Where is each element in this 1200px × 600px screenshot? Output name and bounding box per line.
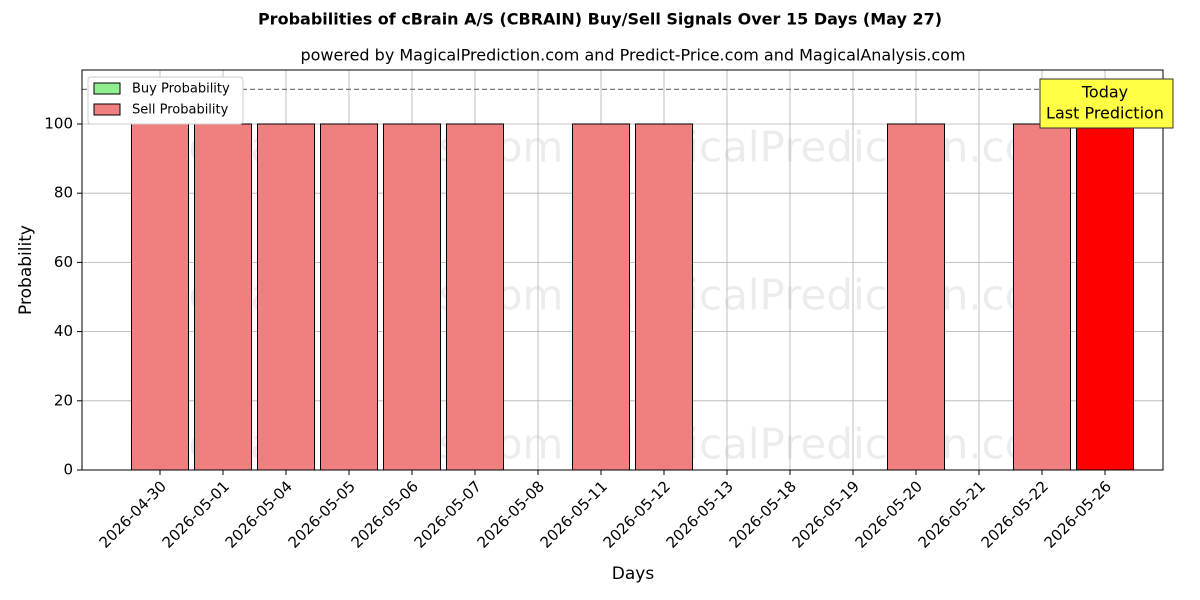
legend-label: Buy Probability — [132, 82, 230, 97]
y-tick-label: 40 — [54, 322, 73, 340]
chart-subtitle: powered by MagicalPrediction.com and Pre… — [300, 46, 965, 65]
y-tick-label: 80 — [54, 184, 73, 202]
x-axis-label: Days — [612, 564, 655, 584]
bar — [257, 123, 315, 471]
annotation: Today — [1081, 83, 1128, 102]
bar — [572, 123, 630, 471]
bar — [131, 123, 189, 471]
legend-label: Sell Probability — [132, 103, 229, 118]
legend-swatch — [93, 82, 121, 95]
y-tick-label: 0 — [63, 461, 73, 479]
bar — [1076, 123, 1134, 471]
bar — [635, 123, 693, 471]
bar — [194, 123, 252, 471]
y-axis-label: Probability — [16, 225, 36, 315]
annotation: Last Prediction — [1046, 104, 1164, 123]
bar — [1013, 123, 1071, 471]
bar — [383, 123, 441, 471]
bar — [320, 123, 378, 471]
bar — [446, 123, 504, 471]
x-tick-label: 2026-05-26 — [1041, 477, 1115, 551]
bar — [887, 123, 945, 471]
y-tick-label: 60 — [54, 253, 73, 271]
y-tick-label: 20 — [54, 391, 73, 409]
y-tick-label: 100 — [44, 114, 73, 132]
annotation-box — [1039, 78, 1174, 129]
legend-box — [87, 76, 244, 125]
legend-swatch — [93, 103, 121, 116]
plot-frame — [81, 69, 1164, 471]
chart-title: Probabilities of cBrain A/S (CBRAIN) Buy… — [258, 10, 942, 29]
